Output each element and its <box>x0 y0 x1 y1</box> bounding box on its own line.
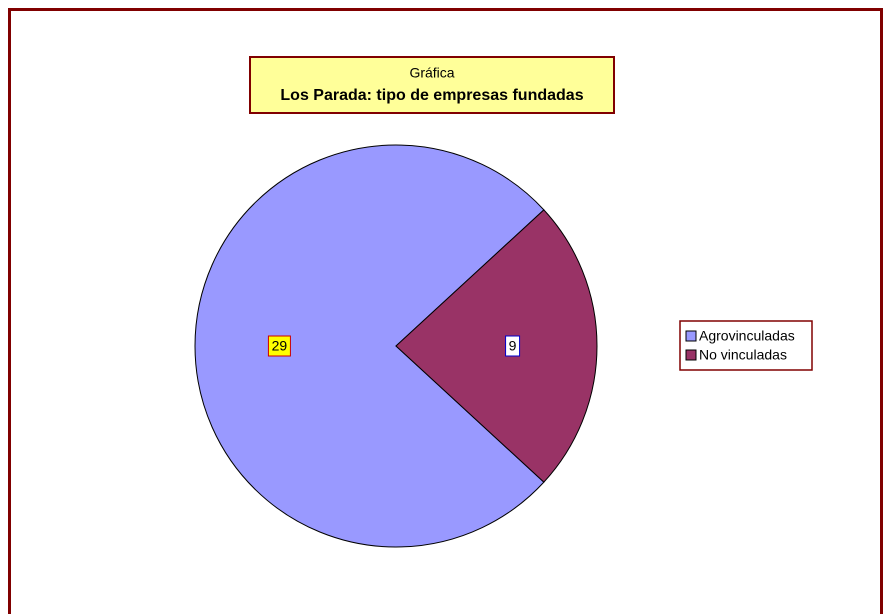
title-box <box>249 56 615 114</box>
data-label: 9 <box>509 338 517 354</box>
legend: Agrovinculadas No vinculadas <box>679 320 813 371</box>
pie: 29 9 <box>194 144 598 548</box>
legend-swatch <box>685 330 697 342</box>
data-label-box <box>505 335 521 357</box>
pie-slice <box>194 144 545 548</box>
legend-box <box>679 320 813 371</box>
legend-label: Agrovinculadas <box>699 328 795 344</box>
data-label-box <box>267 335 291 357</box>
legend-label: No vinculadas <box>699 347 787 363</box>
chart-title: Gráfica <box>409 65 454 81</box>
legend-swatch <box>685 349 697 361</box>
chart-subtitle: Los Parada: tipo de empresas fundadas <box>280 87 583 104</box>
data-label: 29 <box>272 338 288 354</box>
pie-slice <box>395 209 598 483</box>
